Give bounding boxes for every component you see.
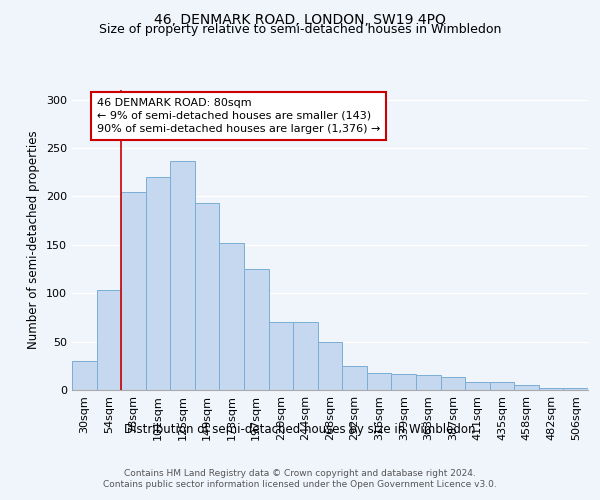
Text: 46 DENMARK ROAD: 80sqm
← 9% of semi-detached houses are smaller (143)
90% of sem: 46 DENMARK ROAD: 80sqm ← 9% of semi-deta… bbox=[97, 98, 380, 134]
Bar bbox=[539, 388, 563, 390]
Bar bbox=[514, 385, 539, 390]
Bar bbox=[416, 376, 440, 390]
Text: Size of property relative to semi-detached houses in Wimbledon: Size of property relative to semi-detach… bbox=[99, 24, 501, 36]
Bar bbox=[269, 322, 293, 390]
Bar bbox=[318, 342, 342, 390]
Text: 46, DENMARK ROAD, LONDON, SW19 4PQ: 46, DENMARK ROAD, LONDON, SW19 4PQ bbox=[154, 12, 446, 26]
Bar bbox=[391, 374, 416, 390]
Bar bbox=[195, 203, 220, 390]
Bar bbox=[244, 269, 269, 390]
Bar bbox=[367, 372, 391, 390]
Bar bbox=[465, 382, 490, 390]
Text: Contains public sector information licensed under the Open Government Licence v3: Contains public sector information licen… bbox=[103, 480, 497, 489]
Bar bbox=[121, 192, 146, 390]
Bar bbox=[146, 177, 170, 390]
Bar bbox=[440, 378, 465, 390]
Y-axis label: Number of semi-detached properties: Number of semi-detached properties bbox=[28, 130, 40, 350]
Bar bbox=[220, 243, 244, 390]
Bar bbox=[490, 382, 514, 390]
Bar bbox=[293, 322, 318, 390]
Bar bbox=[342, 366, 367, 390]
Bar bbox=[170, 160, 195, 390]
Text: Distribution of semi-detached houses by size in Wimbledon: Distribution of semi-detached houses by … bbox=[124, 422, 476, 436]
Bar bbox=[563, 388, 588, 390]
Bar bbox=[72, 361, 97, 390]
Text: Contains HM Land Registry data © Crown copyright and database right 2024.: Contains HM Land Registry data © Crown c… bbox=[124, 469, 476, 478]
Bar bbox=[97, 290, 121, 390]
